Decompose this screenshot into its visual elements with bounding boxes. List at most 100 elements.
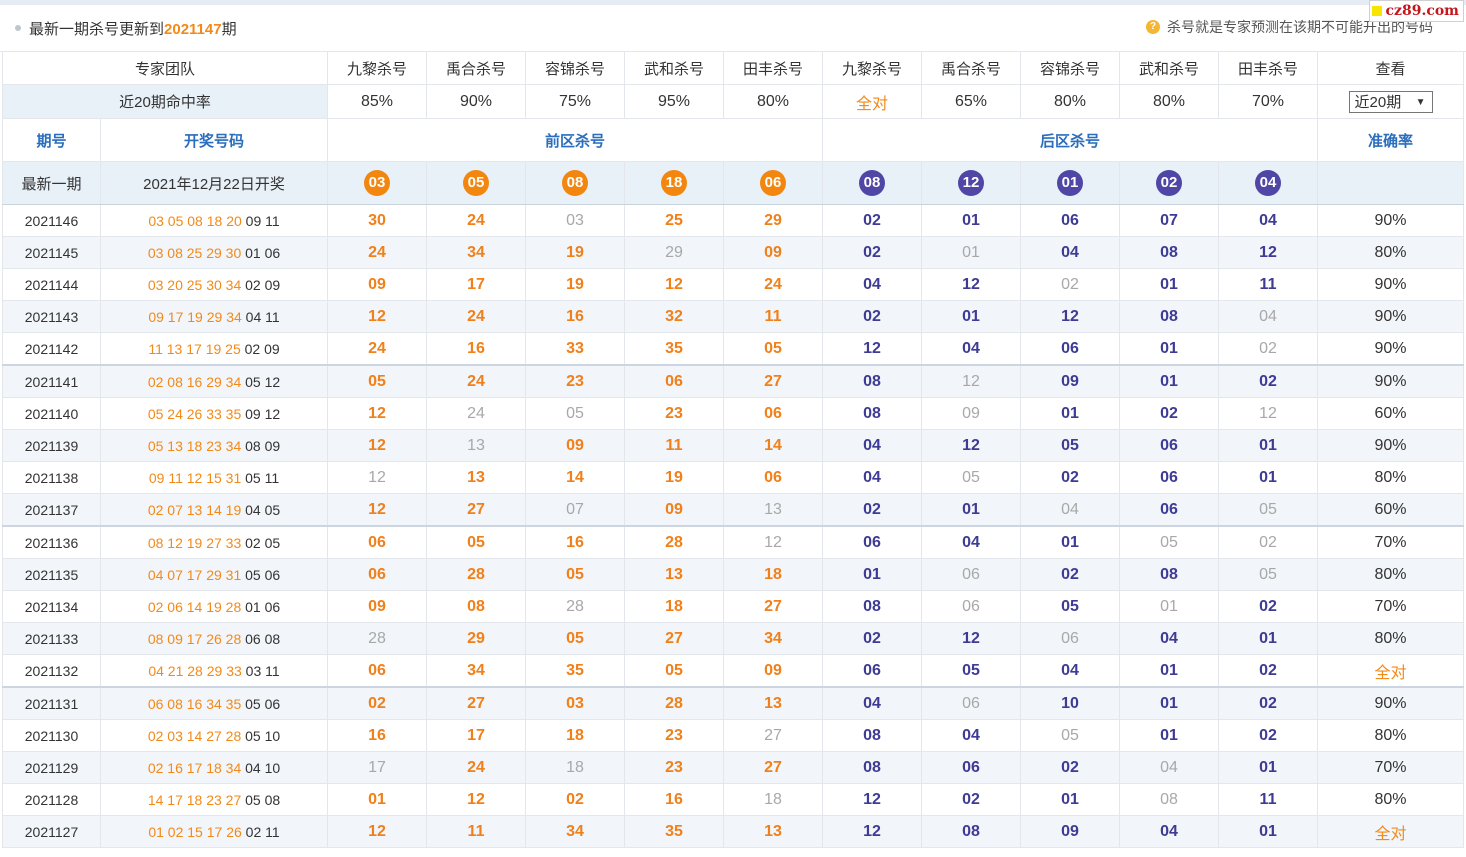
issue-number: 2021139: [2, 429, 101, 462]
back-kill-number: 01: [921, 204, 1022, 237]
kill-hint-text: 杀号就是专家预测在该期不可能开出的号码: [1167, 19, 1433, 35]
accuracy-value: 90%: [1317, 364, 1465, 398]
issue-number: 2021146: [2, 204, 101, 237]
period-select[interactable]: 近20期 ▼: [1348, 90, 1433, 113]
draw-back-numbers: 05 12: [245, 373, 281, 390]
back-kill-number: 08: [921, 815, 1022, 848]
front-kill-number: 27: [426, 686, 527, 720]
back-kill-number: 04: [822, 429, 923, 462]
front-kill-number: 01: [327, 783, 428, 816]
accuracy-column-header: 准确率: [1317, 118, 1465, 162]
table-row: 2021133 08 09 17 26 28 06 08 28 29 05 27 34 02 1…: [2, 622, 1465, 655]
period-select-value: 近20期: [1354, 93, 1402, 111]
front-kill-number: 35: [624, 815, 725, 848]
back-kill-number: 02: [822, 493, 923, 527]
back-kill-number: 06: [1119, 429, 1220, 462]
back-kill-number: 09: [1020, 815, 1121, 848]
draw-front-numbers: 09 11 12 15 31: [148, 469, 242, 486]
back-kill-number: 01: [1119, 686, 1220, 720]
back-kill-number: 01: [1020, 783, 1121, 816]
front-kill-number: 06: [723, 461, 824, 494]
front-kill-header: 前区杀号: [327, 118, 824, 162]
issue-number: 2021131: [2, 686, 101, 720]
update-text: 最新一期杀号更新到2021147期: [29, 21, 237, 38]
back-kill-number: 12: [822, 783, 923, 816]
front-ball-cell: 03: [327, 161, 428, 205]
front-kill-number: 05: [327, 364, 428, 398]
back-kill-number: 05: [1218, 493, 1319, 527]
back-kill-number: 09: [921, 397, 1022, 430]
back-kill-number: 12: [1218, 236, 1319, 269]
accuracy-value: 60%: [1317, 397, 1465, 430]
front-kill-number: 17: [426, 719, 527, 752]
front-kill-number: 27: [426, 493, 527, 527]
front-kill-number: 27: [723, 719, 824, 752]
back-kill-number: 08: [1119, 783, 1220, 816]
expert-name: 容锦杀号: [525, 51, 626, 85]
issue-number: 2021134: [2, 590, 101, 623]
front-kill-number: 06: [327, 558, 428, 591]
issue-number: 2021136: [2, 525, 101, 559]
front-kill-number: 23: [525, 364, 626, 398]
expert-name: 九黎杀号: [327, 51, 428, 85]
back-kill-number: 01: [1218, 461, 1319, 494]
back-kill-number: 04: [921, 719, 1022, 752]
back-kill-number: 02: [1218, 654, 1319, 688]
front-kill-number: 05: [525, 558, 626, 591]
draw-back-numbers: 04 10: [245, 759, 281, 776]
front-kill-number: 19: [525, 236, 626, 269]
site-logo[interactable]: cz89.com: [1369, 0, 1464, 22]
front-kill-number: 24: [426, 300, 527, 333]
back-ball-cell: 02: [1119, 161, 1220, 205]
back-kill-number: 07: [1119, 204, 1220, 237]
accuracy-value: 全对: [1317, 815, 1465, 848]
front-kill-number: 12: [327, 815, 428, 848]
expert-header-row: 专家团队 九黎杀号 禹合杀号 容锦杀号 武和杀号 田丰杀号 九黎杀号 禹合杀号 …: [1, 51, 1465, 85]
table-row: 2021144 03 20 25 30 34 02 09 09 17 19 12 24 04 1…: [2, 268, 1465, 301]
draw-numbers: 01 02 15 17 26 02 11: [99, 815, 329, 848]
front-kill-number: 30: [327, 204, 428, 237]
accuracy-value: 60%: [1317, 493, 1465, 527]
draw-front-numbers: 01 02 15 17 26: [148, 823, 242, 840]
draw-back-numbers: 03 11: [245, 662, 280, 679]
draw-numbers: 03 08 25 29 30 01 06: [99, 236, 329, 269]
column-header-row: 期号 开奖号码 前区杀号 后区杀号 准确率: [2, 118, 1465, 162]
hit-rate-label: 近20期命中率: [1, 84, 329, 119]
accuracy-value: 80%: [1317, 461, 1465, 494]
front-kill-number: 17: [426, 268, 527, 301]
front-kill-number: 07: [525, 493, 626, 527]
question-icon[interactable]: ?: [1146, 20, 1160, 34]
draw-front-numbers: 03 08 25 29 30: [147, 244, 242, 261]
issue-number: 2021129: [2, 751, 101, 784]
back-kill-number: 01: [1119, 590, 1220, 623]
issue-number: 2021127: [2, 815, 101, 848]
front-kill-number: 09: [723, 654, 824, 688]
draw-numbers: 02 06 14 19 28 01 06: [99, 590, 329, 623]
draw-numbers: 02 07 13 14 19 04 05: [99, 493, 329, 527]
draw-back-numbers: 05 08: [245, 791, 281, 808]
table-row: 2021128 14 17 18 23 27 05 08 01 12 02 16 18 12 0…: [2, 783, 1465, 816]
table-row: 2021143 09 17 19 29 34 04 11 12 24 16 32 11 02 0…: [2, 300, 1465, 333]
front-kill-number: 29: [723, 204, 824, 237]
back-kill-number: 06: [822, 654, 923, 688]
back-kill-number: 08: [1119, 236, 1220, 269]
draw-front-numbers: 03 05 08 18 20: [148, 212, 242, 229]
accuracy-value: 全对: [1317, 654, 1465, 688]
front-kill-number: 16: [624, 783, 725, 816]
front-kill-number: 24: [426, 364, 527, 398]
back-kill-number: 08: [822, 719, 923, 752]
front-kill-number: 24: [426, 397, 527, 430]
front-kill-number: 27: [624, 622, 725, 655]
update-notice: 最新一期杀号更新到2021147期 ? 杀号就是专家预测在该期不可能开出的号码: [0, 5, 1466, 52]
front-kill-number: 13: [723, 686, 824, 720]
back-ball-cell: 12: [921, 161, 1022, 205]
front-kill-number: 19: [525, 268, 626, 301]
back-kill-number: 06: [822, 525, 923, 559]
back-kill-number: 11: [1218, 783, 1319, 816]
back-kill-number: 01: [1119, 719, 1220, 752]
front-ball-cell: 18: [624, 161, 725, 205]
expert-name: 禹合杀号: [921, 51, 1022, 85]
accuracy-value: 90%: [1317, 429, 1465, 462]
back-kill-number: 05: [1020, 590, 1121, 623]
back-kill-number: 02: [1218, 364, 1319, 398]
